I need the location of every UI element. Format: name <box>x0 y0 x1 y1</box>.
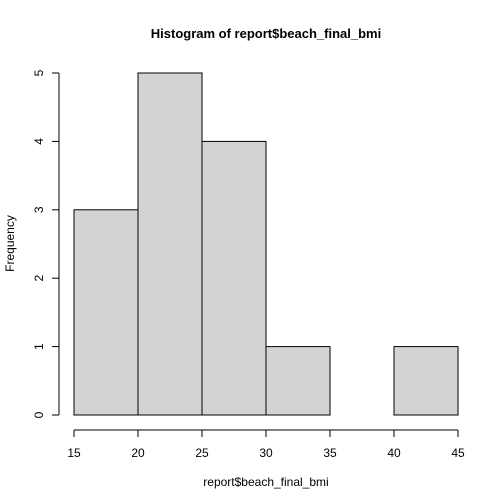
histogram-bar-30-35 <box>265 346 331 416</box>
bars-group <box>73 72 459 416</box>
x-tick-label-15: 15 <box>67 446 81 460</box>
x-tick-label-30: 30 <box>259 446 273 460</box>
y-axis: 0 1 2 3 4 5 <box>32 69 60 418</box>
y-tick-label-3: 3 <box>32 206 46 213</box>
x-axis: 15 20 25 30 35 40 45 <box>67 429 465 460</box>
histogram-bar-25-30 <box>201 140 267 416</box>
histogram-bar-15-20 <box>73 209 139 416</box>
y-tick-label-4: 4 <box>32 138 46 145</box>
histogram-bar-40-45 <box>393 346 459 416</box>
chart-title: Histogram of report$beach_final_bmi <box>151 26 381 41</box>
x-tick-label-35: 35 <box>323 446 337 460</box>
y-tick-label-0: 0 <box>32 411 46 418</box>
x-tick-label-25: 25 <box>195 446 209 460</box>
y-tick-label-2: 2 <box>32 275 46 282</box>
x-tick-label-45: 45 <box>451 446 465 460</box>
x-tick-label-40: 40 <box>387 446 401 460</box>
x-tick-label-20: 20 <box>131 446 145 460</box>
y-axis-label: Frequency <box>3 215 17 272</box>
y-tick-label-1: 1 <box>32 343 46 350</box>
y-tick-label-5: 5 <box>32 69 46 76</box>
x-axis-label: report$beach_final_bmi <box>203 475 328 489</box>
histogram-bar-20-25 <box>137 72 203 416</box>
